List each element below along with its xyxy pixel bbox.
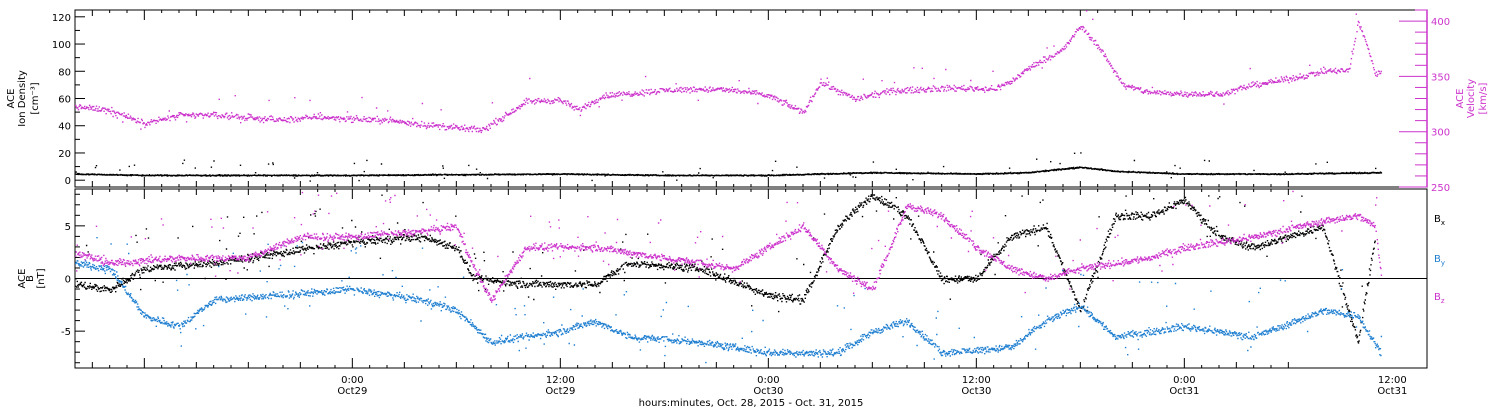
density-tick-label: 40 <box>58 122 71 133</box>
density-axis-label-2: Ion Density <box>17 70 28 127</box>
velocity-series <box>75 10 1382 134</box>
b-axis-label-2: B <box>25 275 36 282</box>
data-points <box>75 10 1383 364</box>
velocity-tick-label: 400 <box>1431 17 1450 28</box>
x-tick-label-date: Oct29 <box>337 386 367 397</box>
top-panel-frame <box>74 9 1428 188</box>
x-tick-label-date: Oct29 <box>545 386 575 397</box>
density-tick-label: 60 <box>58 95 71 106</box>
bz-series <box>75 190 1383 303</box>
velocity-axis-label-3: [km/s] <box>1478 82 1489 114</box>
density-tick-label: 80 <box>58 67 71 78</box>
velocity-tick-label: 350 <box>1431 72 1450 83</box>
bz-points <box>75 190 1383 303</box>
b-tick-label: -5 <box>61 327 71 338</box>
density-axis-label-1: ACE <box>6 89 17 109</box>
density-tick-label: 100 <box>52 40 71 51</box>
bx-points <box>75 194 1376 344</box>
velocity-tick-label: 300 <box>1431 128 1450 139</box>
density-points <box>75 152 1383 182</box>
b-tick-label: 0 <box>65 275 71 286</box>
velocity-axis-label-2: Velocity <box>1466 79 1477 118</box>
x-axis-title: hours:minutes, Oct. 28, 2015 - Oct. 31, … <box>639 398 864 409</box>
density-series <box>75 152 1383 182</box>
b-axis-label-3: [nT] <box>36 268 47 288</box>
x-tick-label-time: 12:00 <box>1378 375 1407 386</box>
b-axis-label-1: ACE <box>17 269 28 289</box>
legend-entry-z: Bz <box>1434 292 1445 305</box>
velocity-tick-label: 250 <box>1431 183 1450 194</box>
x-tick-label-date: Oct31 <box>1377 386 1407 397</box>
x-tick-label-date: Oct30 <box>753 386 783 397</box>
plot-frame <box>74 9 1428 369</box>
x-tick-label-date: Oct30 <box>961 386 991 397</box>
x-tick-label-time: 0:00 <box>341 375 363 386</box>
velocity-axis-label-1: ACE <box>1455 89 1466 109</box>
x-tick-label-date: Oct31 <box>1169 386 1199 397</box>
legend-entry-x: Bx <box>1434 214 1445 227</box>
density-tick-label: 120 <box>52 13 71 24</box>
density-tick-label: 20 <box>58 149 71 160</box>
density-axis-label-3: [cm⁻³] <box>30 82 41 114</box>
b-tick-label: 5 <box>65 222 71 233</box>
x-tick-label-time: 0:00 <box>1173 375 1195 386</box>
legend-entry-y: By <box>1434 254 1445 267</box>
by-points <box>75 237 1383 364</box>
bx-series <box>75 194 1376 344</box>
velocity-points <box>75 10 1382 134</box>
x-tick-label-time: 0:00 <box>757 375 779 386</box>
x-tick-label-time: 12:00 <box>546 375 575 386</box>
x-tick-label-time: 12:00 <box>962 375 991 386</box>
by-series <box>75 237 1383 364</box>
density-tick-label: 0 <box>65 176 71 187</box>
